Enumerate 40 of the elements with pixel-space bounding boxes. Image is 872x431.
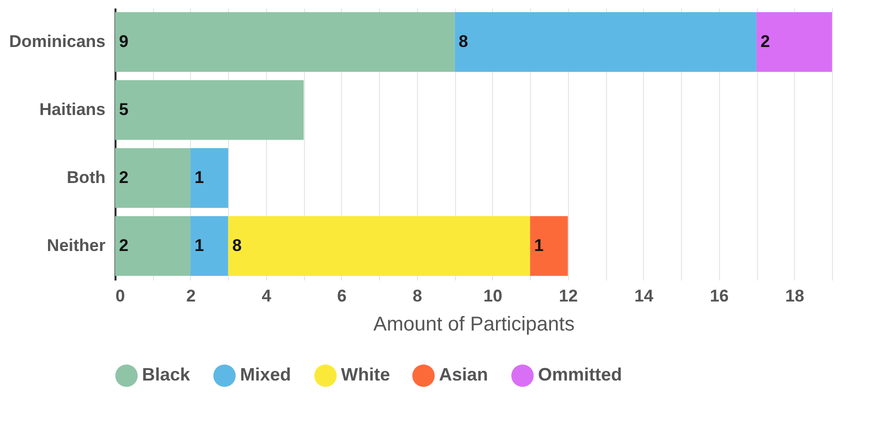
x-tick-label: 2 bbox=[186, 286, 196, 306]
legend-label: Asian bbox=[439, 364, 488, 385]
x-tick-label: 8 bbox=[412, 286, 422, 306]
x-tick-label: 10 bbox=[483, 286, 502, 306]
data-label: 1 bbox=[534, 236, 544, 255]
data-label: 1 bbox=[194, 168, 204, 187]
x-tick-label: 4 bbox=[262, 286, 272, 306]
bar bbox=[115, 12, 455, 72]
bar bbox=[190, 216, 228, 276]
data-label: 5 bbox=[119, 100, 128, 119]
y-tick-label: Dominicans bbox=[9, 32, 106, 51]
data-label: 2 bbox=[119, 168, 128, 187]
x-tick-label: 6 bbox=[337, 286, 347, 306]
legend-label: Ommitted bbox=[538, 364, 622, 385]
bar bbox=[190, 148, 228, 208]
data-label: 2 bbox=[760, 32, 770, 51]
data-label: 8 bbox=[232, 236, 242, 255]
x-tick-label: 14 bbox=[634, 286, 654, 306]
y-tick-label: Both bbox=[66, 168, 106, 187]
bar bbox=[228, 216, 530, 276]
legend-label: White bbox=[341, 364, 390, 385]
data-label: 9 bbox=[119, 32, 128, 51]
bar bbox=[756, 12, 832, 72]
data-label: 1 bbox=[194, 236, 204, 255]
bar bbox=[454, 12, 757, 72]
x-tick-label: 0 bbox=[116, 286, 125, 306]
bar bbox=[530, 216, 568, 276]
data-label: 8 bbox=[458, 32, 468, 51]
legend-label: Mixed bbox=[240, 364, 292, 385]
bar bbox=[115, 148, 190, 208]
y-tick-label: Neither bbox=[46, 236, 106, 255]
x-tick-label: 18 bbox=[785, 286, 804, 306]
y-tick-label: Haitians bbox=[39, 100, 106, 119]
bar bbox=[115, 80, 304, 140]
legend-label: Black bbox=[142, 364, 192, 385]
bar bbox=[115, 216, 190, 276]
x-axis-title: Amount of Participants bbox=[373, 314, 575, 336]
data-label: 2 bbox=[119, 236, 128, 255]
x-tick-label: 12 bbox=[558, 286, 578, 306]
x-tick-label: 16 bbox=[710, 286, 729, 306]
